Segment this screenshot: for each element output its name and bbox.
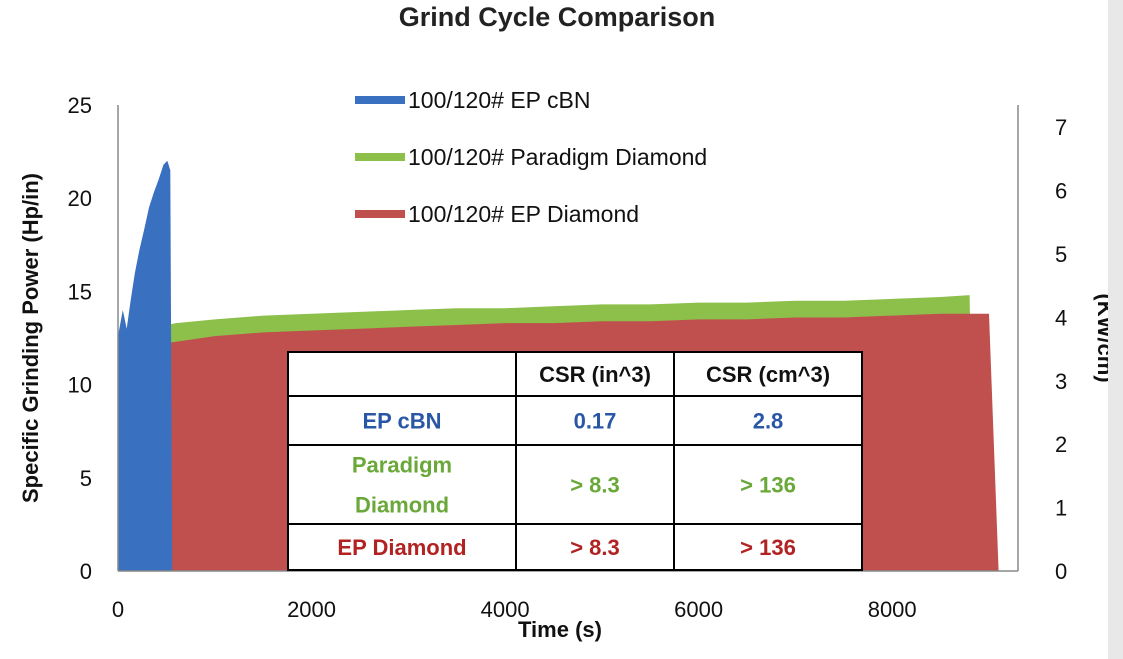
table-cell-cm3: > 136	[740, 535, 796, 560]
x-tick-label: 4000	[481, 597, 530, 622]
x-axis-label: Time (s)	[518, 617, 602, 642]
y-tick-label: 20	[68, 186, 92, 211]
y-tick-label: 5	[80, 466, 92, 491]
y2-tick-label: 6	[1055, 179, 1067, 204]
y2-tick-label: 2	[1055, 432, 1067, 457]
y2-tick-label: 5	[1055, 242, 1067, 267]
x-tick-label: 6000	[674, 597, 723, 622]
y-axis-label: Specific Grinding Power (Hp/in)	[18, 173, 43, 503]
table-row-label: EP Diamond	[337, 535, 466, 560]
table-cell-cm3: > 136	[740, 473, 796, 498]
table-header: CSR (in^3)	[539, 362, 651, 387]
chart-title: Grind Cycle Comparison	[399, 2, 716, 32]
y2-tick-label: 3	[1055, 369, 1067, 394]
table-cell-in3: 0.17	[574, 409, 617, 434]
y-tick-label: 25	[68, 93, 92, 118]
legend-label: 100/120# EP cBN	[408, 87, 590, 113]
series-area-0	[118, 160, 173, 571]
y2-tick-label: 7	[1055, 115, 1067, 140]
table-cell-cm3: 2.8	[753, 409, 784, 434]
table-row-label: EP cBN	[362, 409, 441, 434]
page-edge	[1108, 0, 1123, 659]
table-row-label: Diamond	[355, 493, 449, 518]
legend-label: 100/120# Paradigm Diamond	[408, 144, 707, 170]
x-tick-label: 0	[112, 597, 124, 622]
y2-tick-label: 1	[1055, 496, 1067, 521]
y2-tick-label: 0	[1055, 559, 1067, 584]
table-row-label: Paradigm	[352, 453, 452, 478]
y-tick-label: 15	[68, 279, 92, 304]
csr-table: CSR (in^3) CSR (cm^3) EP cBN 0.17 2.8 Paradig…	[287, 351, 863, 571]
table-cell-in3: > 8.3	[570, 473, 620, 498]
y-tick-label: 0	[80, 559, 92, 584]
tick-labels: 0 2000 4000 6000 8000 0 5 10 15 20 25 0 1 2 3 4 5 6 7	[68, 93, 1068, 622]
legend: 100/120# EP cBN 100/120# Paradigm Diamond…	[355, 87, 707, 227]
x-tick-label: 8000	[868, 597, 917, 622]
table-cell-in3: > 8.3	[570, 535, 620, 560]
legend-label: 100/120# EP Diamond	[408, 201, 639, 227]
y-tick-label: 10	[68, 373, 92, 398]
x-tick-label: 2000	[287, 597, 336, 622]
table-frame	[287, 351, 863, 571]
y2-tick-label: 4	[1055, 305, 1067, 330]
table-header: CSR (cm^3)	[706, 362, 830, 387]
